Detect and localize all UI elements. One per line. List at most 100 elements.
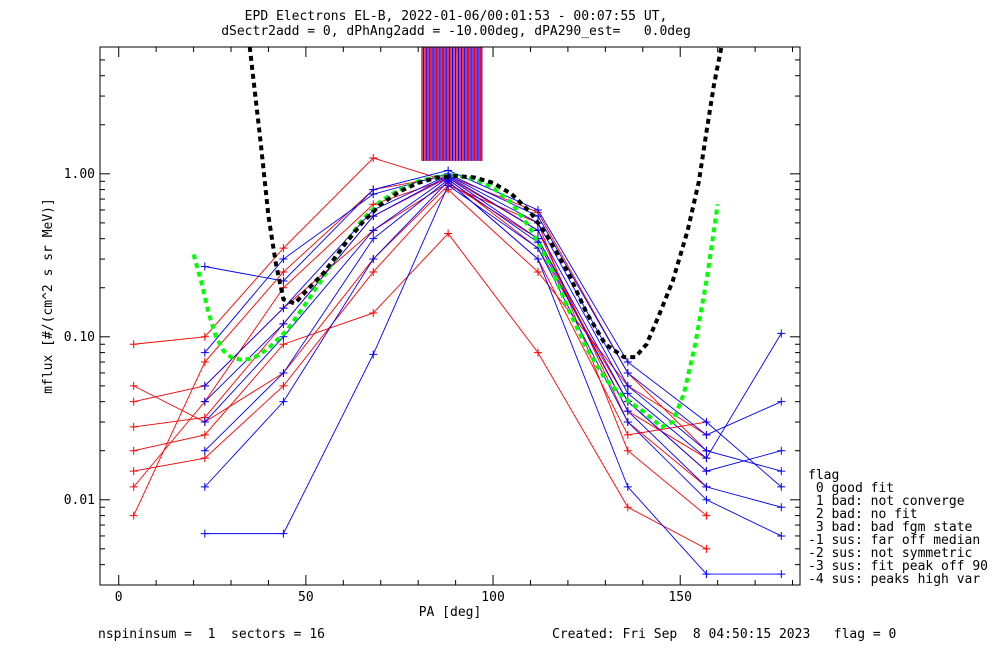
series-line bbox=[133, 188, 707, 472]
data-point bbox=[200, 430, 209, 439]
data-point bbox=[369, 255, 378, 264]
data-point bbox=[279, 368, 288, 377]
data-point bbox=[200, 348, 209, 357]
flag-legend: flag 0 good fit 1 bad: not converge 2 ba… bbox=[808, 469, 988, 586]
flag-legend-item: -3 sus: fit peak off 90 bbox=[808, 559, 989, 574]
data-point bbox=[279, 397, 288, 406]
data-point bbox=[777, 570, 786, 579]
data-point bbox=[369, 190, 378, 199]
data-point bbox=[702, 418, 711, 427]
data-point bbox=[623, 368, 632, 377]
data-point bbox=[369, 308, 378, 317]
data-point bbox=[200, 332, 209, 341]
data-point bbox=[279, 244, 288, 253]
data-point bbox=[129, 340, 138, 349]
x-tick-label: 150 bbox=[668, 590, 691, 605]
plot-frame bbox=[99, 46, 801, 586]
data-point bbox=[129, 467, 138, 476]
data-point bbox=[533, 348, 542, 357]
data-point bbox=[777, 446, 786, 455]
data-point bbox=[444, 229, 453, 238]
data-point bbox=[369, 350, 378, 359]
data-point bbox=[777, 397, 786, 406]
data-point bbox=[200, 262, 209, 271]
data-point bbox=[702, 544, 711, 553]
data-point bbox=[623, 389, 632, 398]
x-tick-label: 0 bbox=[115, 590, 123, 605]
flag-legend-title: flag bbox=[808, 468, 840, 483]
chart-subtitle: dSectr2add = 0, dPhAng2add = -10.00deg, … bbox=[221, 24, 691, 39]
series-line bbox=[204, 176, 782, 472]
data-point bbox=[369, 267, 378, 276]
flag-legend-item: 2 bad: no fit bbox=[808, 507, 918, 522]
data-point bbox=[200, 358, 209, 367]
y-tick-label: 0.10 bbox=[64, 330, 95, 345]
series-line bbox=[133, 176, 707, 488]
data-point bbox=[533, 226, 542, 235]
data-point bbox=[623, 503, 632, 512]
data-point bbox=[623, 381, 632, 390]
data-point bbox=[129, 422, 138, 431]
data-point bbox=[623, 446, 632, 455]
data-point bbox=[369, 154, 378, 163]
flag-legend-item: 1 bad: not converge bbox=[808, 494, 965, 509]
series-line bbox=[133, 178, 707, 488]
data-point bbox=[623, 418, 632, 427]
fit-curve-green bbox=[191, 173, 720, 430]
data-point bbox=[279, 255, 288, 264]
series-line bbox=[204, 174, 782, 472]
data-point bbox=[279, 529, 288, 538]
data-point bbox=[777, 503, 786, 512]
data-point bbox=[129, 381, 138, 390]
data-point bbox=[702, 454, 711, 463]
data-point bbox=[200, 397, 209, 406]
data-point bbox=[200, 446, 209, 455]
data-point bbox=[702, 570, 711, 579]
series-line bbox=[204, 180, 782, 575]
data-point bbox=[702, 467, 711, 476]
data-point bbox=[777, 329, 786, 338]
series-line bbox=[133, 232, 707, 550]
series-line bbox=[204, 184, 782, 537]
data-point bbox=[200, 482, 209, 491]
data-point bbox=[623, 407, 632, 416]
data-point bbox=[623, 358, 632, 367]
data-point bbox=[702, 446, 711, 455]
flag-legend-item: -4 sus: peaks high var bbox=[808, 572, 981, 587]
y-tick-label: 0.01 bbox=[64, 493, 95, 508]
data-point bbox=[129, 511, 138, 520]
series-line bbox=[204, 175, 782, 459]
flag-legend-item: -2 sus: not symmetric bbox=[808, 546, 973, 561]
data-point bbox=[129, 446, 138, 455]
chart-title: EPD Electrons EL-B, 2022-01-06/00:01:53 … bbox=[244, 9, 668, 24]
series-line bbox=[204, 179, 782, 508]
data-point bbox=[129, 482, 138, 491]
data-point bbox=[200, 381, 209, 390]
footer-created-info: Created: Fri Sep 8 04:50:15 2023 flag = … bbox=[552, 627, 897, 642]
data-point bbox=[702, 511, 711, 520]
data-point bbox=[279, 319, 288, 328]
data-point bbox=[369, 226, 378, 235]
y-axis-label: mflux [#/(cm^2 s sr MeV)] bbox=[41, 198, 56, 394]
y-tick-label: 1.00 bbox=[64, 167, 95, 182]
data-point bbox=[623, 482, 632, 491]
data-point bbox=[623, 430, 632, 439]
data-point bbox=[129, 397, 138, 406]
data-point bbox=[777, 482, 786, 491]
data-point bbox=[702, 482, 711, 491]
footer-spin-info: nspininsum = 1 sectors = 16 bbox=[98, 627, 325, 642]
flag-legend-item: 3 bad: bad fgm state bbox=[808, 520, 973, 535]
data-point bbox=[200, 529, 209, 538]
data-point bbox=[777, 467, 786, 476]
series-line bbox=[133, 157, 707, 436]
data-point bbox=[279, 267, 288, 276]
flag-legend-item: -1 sus: far off median bbox=[808, 533, 981, 548]
data-point bbox=[777, 531, 786, 540]
x-tick-label: 50 bbox=[298, 590, 314, 605]
x-tick-label: 100 bbox=[481, 590, 504, 605]
data-point bbox=[702, 495, 711, 504]
fit-curve-black bbox=[247, 47, 724, 360]
data-point bbox=[279, 381, 288, 390]
data-point bbox=[200, 454, 209, 463]
